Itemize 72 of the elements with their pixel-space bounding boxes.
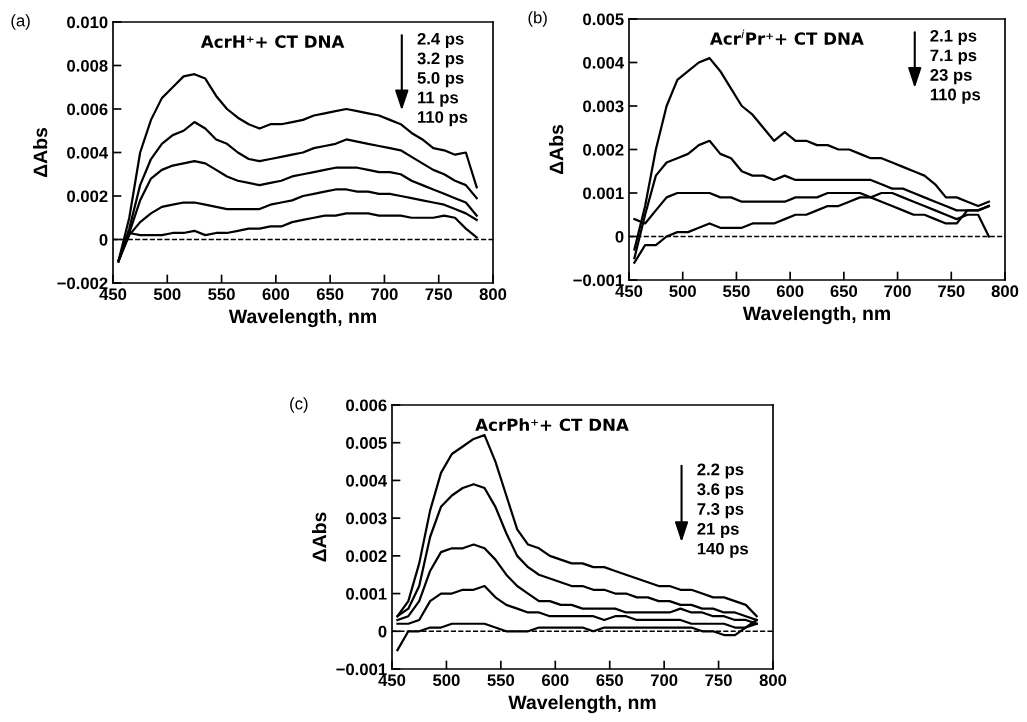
annotation: 11 ps [418, 91, 459, 107]
y-tick-label: 0.005 [583, 13, 624, 26]
text: Acr$^{i}$Pr⁺+ CT DNA [710, 29, 864, 45]
y-axis-title: ΔAbs [33, 127, 48, 178]
y-tick-label: 0.002 [346, 550, 387, 563]
x-axis-title: Wavelength, nm [742, 305, 890, 325]
y-axis-title: ΔAbs [312, 512, 327, 562]
y-tick-label: 0.004 [67, 146, 109, 159]
x-tick-label: 800 [991, 285, 1019, 298]
y-tick-label: 0.008 [67, 59, 108, 72]
x-tick-label: 550 [723, 285, 750, 298]
x-axis-title: Wavelength, nm [228, 308, 376, 328]
x-tick-label: 750 [425, 288, 452, 301]
x-tick-label: 450 [615, 285, 643, 298]
x-tick-label: 550 [487, 674, 515, 687]
annotation: 5.0 ps [417, 72, 464, 88]
x-tick-label: 700 [650, 674, 678, 687]
x-tick-label: 650 [316, 288, 344, 301]
annotation: 7.1 ps [930, 49, 977, 65]
text: AcrPh⁺+ CT DNA [475, 418, 629, 432]
y-tick-label: 0 [615, 230, 624, 243]
y-tick-label: 0.001 [583, 187, 624, 200]
text: (b) [528, 11, 547, 27]
text: (a) [11, 14, 30, 30]
x-tick-label: 600 [776, 285, 804, 298]
annotation: 140 ps [697, 542, 748, 558]
annotation: 2.2 ps [697, 463, 744, 479]
x-tick-label: 500 [153, 288, 181, 301]
y-tick-label: 0 [378, 625, 387, 638]
y-tick-label: 0 [99, 233, 108, 246]
x-tick-label: 800 [759, 674, 787, 687]
y-tick-label: 0.004 [346, 474, 388, 487]
x-tick-label: 750 [705, 674, 732, 687]
x-tick-label: 700 [371, 288, 398, 301]
y-tick-label: −0.001 [573, 274, 624, 287]
y-tick-label: 0.006 [346, 399, 387, 412]
y-tick-label: −0.001 [336, 663, 387, 676]
y-tick-label: 0.010 [67, 16, 108, 29]
y-tick-label: 0.006 [67, 103, 108, 116]
x-tick-label: 700 [884, 285, 911, 298]
y-tick-label: 0.002 [583, 143, 624, 156]
annotation: 2.4 ps [417, 32, 464, 48]
x-tick-label: 600 [541, 674, 569, 687]
x-tick-label: 550 [208, 288, 235, 301]
annotation: 3.2 ps [417, 52, 464, 68]
y-tick-label: 0.002 [67, 190, 108, 203]
annotation: 2.1 ps [930, 29, 977, 45]
x-tick-label: 750 [938, 285, 965, 298]
annotation: 23 ps [930, 69, 972, 85]
y-tick-label: −0.002 [57, 277, 108, 290]
y-tick-label: 0.003 [583, 100, 624, 113]
x-tick-label: 450 [378, 674, 406, 687]
y-tick-label: 0.003 [346, 512, 387, 525]
annotation: 110 ps [418, 111, 468, 127]
annotation: 3.6 ps [697, 483, 744, 499]
y-tick-label: 0.005 [346, 437, 387, 449]
y-tick-label: 0.001 [346, 587, 387, 600]
text: (c) [290, 397, 308, 413]
x-tick-label: 500 [433, 674, 460, 687]
x-tick-label: 450 [99, 288, 127, 301]
y-tick-label: 0.004 [583, 56, 625, 69]
x-tick-label: 650 [830, 285, 858, 298]
annotation: 110 ps [930, 88, 981, 104]
x-axis-title: Wavelength, nm [508, 694, 656, 714]
y-axis-title: ΔAbs [549, 124, 564, 175]
annotation: 21 ps [697, 522, 739, 539]
x-tick-label: 600 [262, 288, 290, 301]
x-tick-label: 650 [596, 674, 623, 687]
x-tick-label: 500 [669, 285, 696, 298]
x-tick-label: 800 [479, 288, 507, 301]
annotation: 7.3 ps [697, 503, 744, 519]
text: AcrH⁺+ CT DNA [200, 35, 345, 48]
